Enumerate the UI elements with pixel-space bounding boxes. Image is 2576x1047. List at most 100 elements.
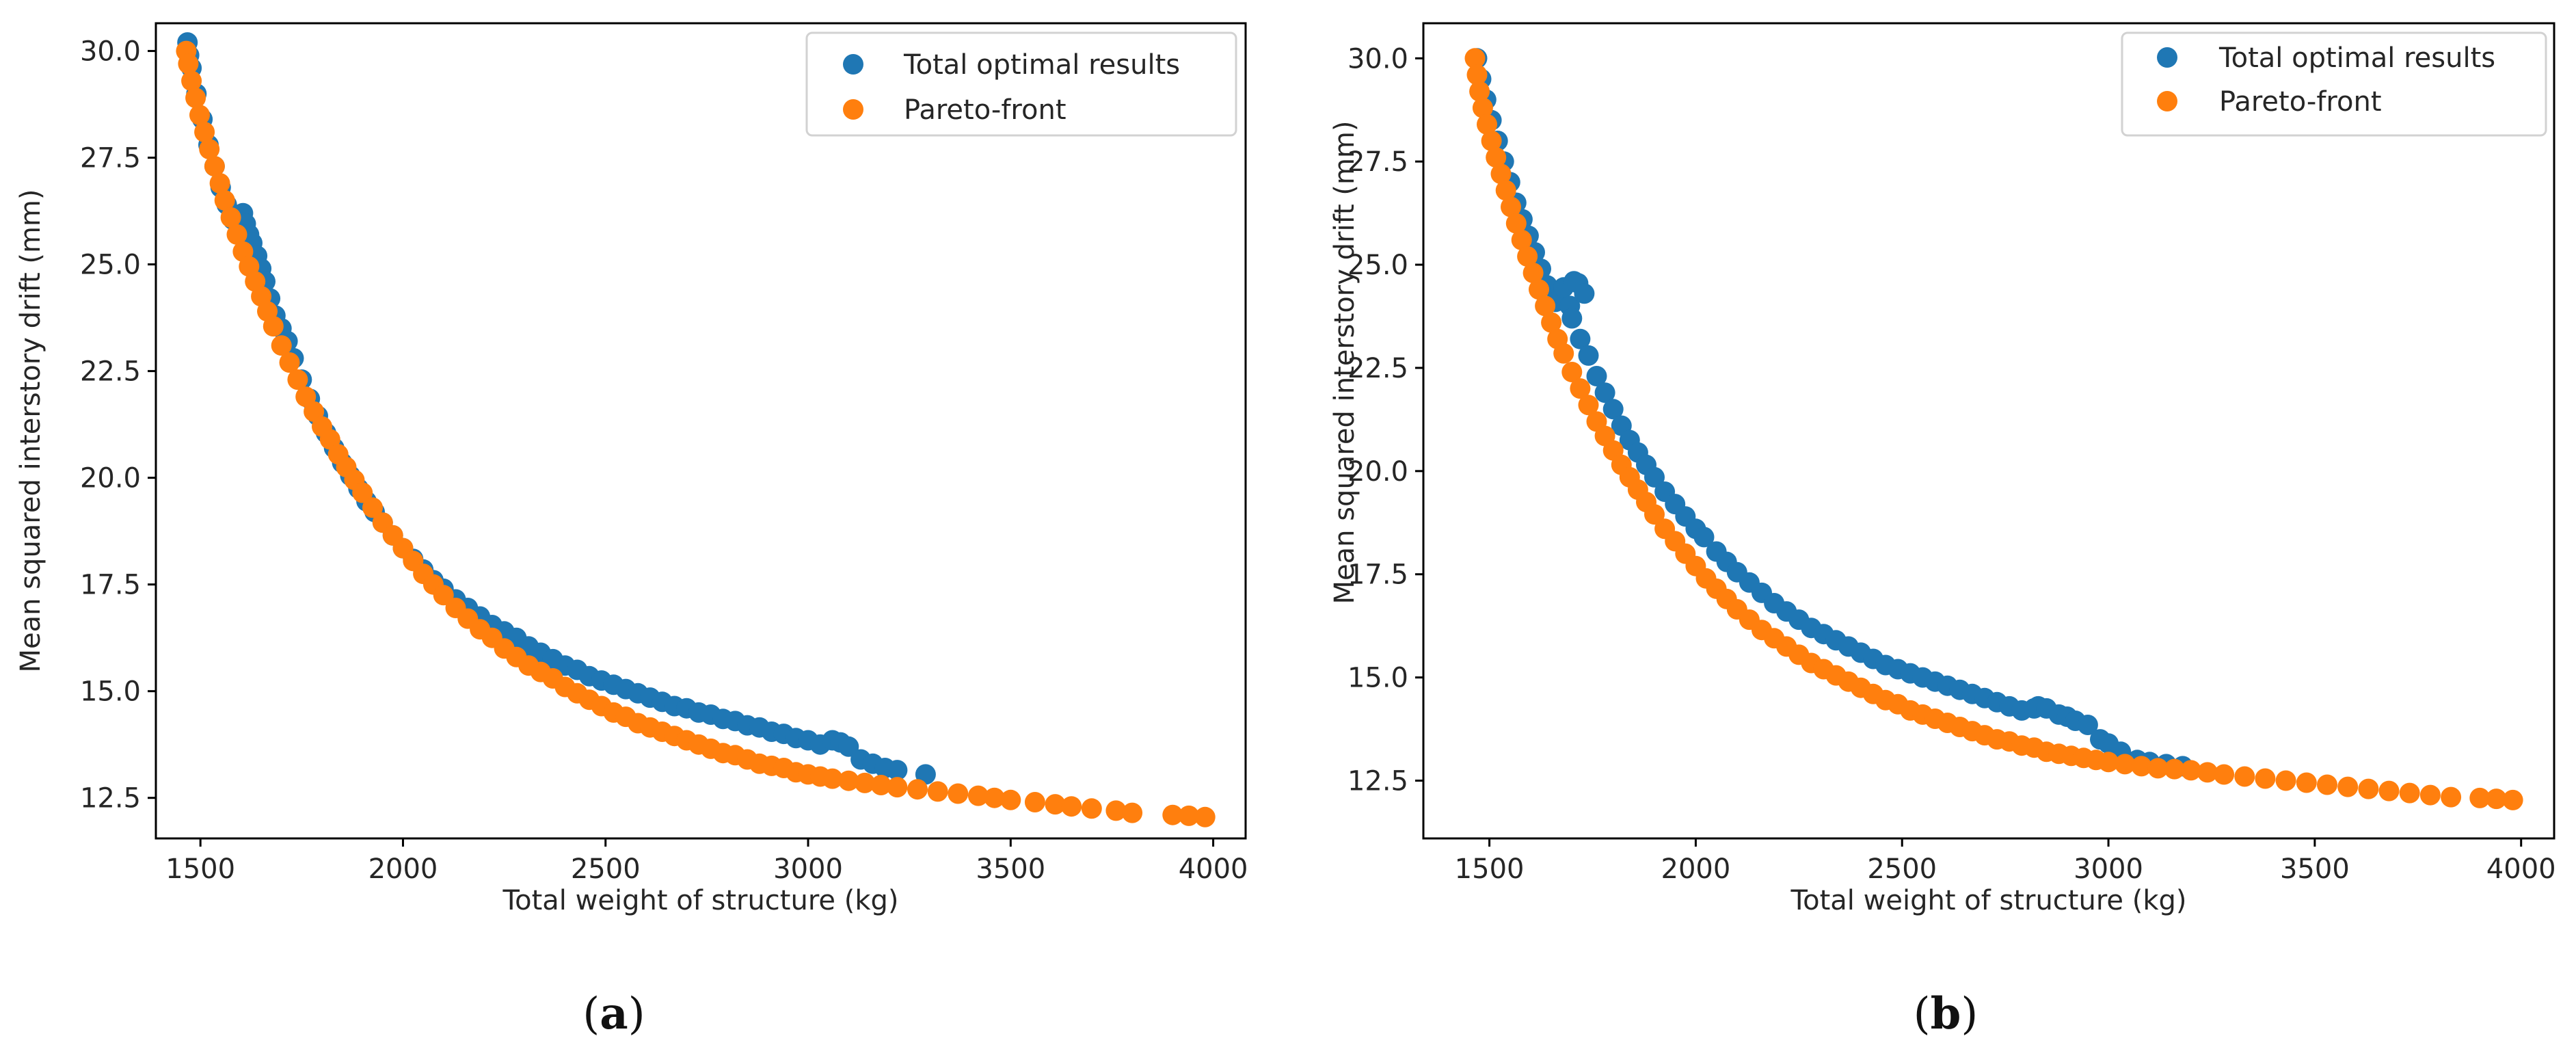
data-point-pareto-front bbox=[1490, 163, 1512, 185]
data-point-pareto-front bbox=[1535, 295, 1556, 317]
data-point-pareto-front bbox=[1477, 114, 1497, 135]
data-point-pareto-front bbox=[2115, 754, 2136, 775]
x-tick-label: 2000 bbox=[1661, 853, 1731, 885]
data-point-pareto-front bbox=[1541, 312, 1562, 333]
data-point-pareto-front bbox=[2399, 782, 2420, 804]
data-point-pareto-front bbox=[214, 190, 235, 211]
data-point-pareto-front bbox=[220, 207, 241, 228]
data-point-pareto-front bbox=[2197, 762, 2218, 783]
plot-area-frame bbox=[1422, 22, 2555, 840]
data-point-total-optimal-results bbox=[1570, 328, 1591, 349]
x-axis: 1500 2000 2500 3000 3500 4000 bbox=[165, 838, 1248, 885]
caption-close-paren: ) bbox=[1961, 989, 1978, 1039]
y-tick-label: 17.5 bbox=[80, 570, 141, 601]
data-point-pareto-front bbox=[1464, 48, 1486, 69]
data-point-pareto-front bbox=[2275, 770, 2296, 791]
data-point-pareto-front bbox=[2419, 784, 2441, 806]
data-point-pareto-front bbox=[2234, 766, 2255, 787]
y-axis-label: Mean squared interstory drift (mm) bbox=[15, 189, 46, 673]
legend-label-pareto-front: Pareto-front bbox=[2219, 86, 2382, 118]
legend: Total optimal results Pareto-front bbox=[805, 31, 1237, 137]
data-point-pareto-front bbox=[907, 779, 928, 800]
data-point-pareto-front bbox=[189, 105, 210, 126]
y-tick-label: 20.0 bbox=[80, 463, 141, 494]
x-tick-label: 2500 bbox=[571, 853, 641, 885]
data-point-pareto-front bbox=[2131, 756, 2152, 777]
caption-open-paren: ( bbox=[582, 989, 600, 1039]
data-point-pareto-front bbox=[948, 783, 969, 804]
y-tick-label: 30.0 bbox=[1347, 43, 1408, 75]
x-tick-label: 1500 bbox=[165, 853, 235, 885]
data-point-pareto-front bbox=[1000, 789, 1021, 810]
data-point-pareto-front bbox=[1466, 64, 1488, 85]
data-point-pareto-front bbox=[2255, 768, 2276, 789]
x-tick-label: 3500 bbox=[2280, 853, 2350, 885]
data-point-pareto-front bbox=[226, 224, 247, 245]
data-point-pareto-front bbox=[967, 785, 989, 806]
data-point-total-optimal-results bbox=[1561, 308, 1583, 329]
data-point-total-optimal-results bbox=[1586, 366, 1607, 386]
data-point-pareto-front bbox=[1517, 246, 1538, 267]
data-point-pareto-front bbox=[433, 585, 454, 606]
data-point-pareto-front bbox=[2164, 758, 2185, 780]
data-point-pareto-front bbox=[2147, 758, 2169, 779]
data-point-pareto-front bbox=[2098, 752, 2119, 773]
data-point-pareto-front bbox=[1081, 798, 1102, 819]
legend: Total optimal results Pareto-front bbox=[2121, 31, 2547, 137]
data-point-pareto-front bbox=[2296, 772, 2317, 793]
x-tick-label: 4000 bbox=[2486, 853, 2556, 885]
data-point-pareto-front bbox=[194, 122, 215, 143]
data-point-pareto-front bbox=[870, 775, 891, 795]
data-point-pareto-front bbox=[1495, 180, 1516, 201]
data-point-pareto-front bbox=[2441, 786, 2462, 808]
y-tick-label: 22.5 bbox=[1347, 353, 1408, 384]
y-tick-label: 30.0 bbox=[80, 36, 141, 68]
data-point-pareto-front bbox=[1644, 504, 1665, 525]
data-point-pareto-front bbox=[1522, 263, 1544, 284]
data-point-pareto-front bbox=[1061, 796, 1082, 817]
data-point-pareto-front bbox=[1578, 395, 1599, 416]
legend-marker-total-optimal bbox=[843, 54, 863, 75]
scatter-marks bbox=[1464, 48, 2523, 810]
data-point-pareto-front bbox=[984, 787, 1005, 808]
y-tick-label: 15.0 bbox=[80, 676, 141, 708]
legend-label-pareto-front: Pareto-front bbox=[904, 94, 1066, 126]
data-point-total-optimal-results bbox=[2077, 715, 2098, 735]
data-point-pareto-front bbox=[1486, 147, 1507, 168]
data-point-pareto-front bbox=[1511, 229, 1532, 250]
data-point-total-optimal-results bbox=[1644, 466, 1665, 488]
chart-panel-b: 1500 2000 2500 3000 3500 4000 12.5 15.0 17.5 20.… bbox=[1329, 22, 2556, 1039]
data-point-pareto-front bbox=[1194, 806, 1216, 827]
data-point-pareto-front bbox=[855, 772, 875, 793]
legend-label-total-optimal: Total optimal results bbox=[903, 49, 1180, 81]
legend-marker-pareto-front bbox=[843, 99, 863, 120]
data-point-pareto-front bbox=[927, 781, 948, 802]
y-tick-label: 25.0 bbox=[1347, 250, 1408, 281]
data-point-pareto-front bbox=[1481, 131, 1502, 151]
data-point-pareto-front bbox=[838, 770, 859, 791]
data-point-pareto-front bbox=[1505, 213, 1527, 234]
legend-marker-total-optimal bbox=[2157, 47, 2177, 68]
data-point-pareto-front bbox=[352, 482, 373, 503]
data-point-pareto-front bbox=[1570, 378, 1591, 399]
data-point-pareto-front bbox=[1024, 792, 1045, 812]
data-point-pareto-front bbox=[1553, 343, 1574, 364]
data-point-pareto-front bbox=[2502, 789, 2523, 810]
data-point-pareto-front bbox=[2469, 787, 2491, 808]
data-point-pareto-front bbox=[1045, 794, 1066, 815]
data-point-total-optimal-results bbox=[1574, 283, 1595, 304]
data-point-pareto-front bbox=[362, 497, 383, 518]
data-point-total-optimal-results bbox=[838, 736, 859, 757]
data-point-pareto-front bbox=[263, 316, 284, 337]
legend-frame bbox=[805, 31, 1237, 137]
data-point-pareto-front bbox=[1105, 800, 1127, 821]
x-tick-label: 2500 bbox=[1867, 853, 1937, 885]
y-tick-label: 20.0 bbox=[1347, 456, 1408, 488]
legend-label-total-optimal: Total optimal results bbox=[2218, 42, 2495, 74]
data-point-pareto-front bbox=[2337, 776, 2359, 797]
panel-caption-a: (a) bbox=[582, 988, 645, 1039]
data-point-pareto-front bbox=[887, 777, 908, 798]
y-tick-label: 25.0 bbox=[80, 250, 141, 281]
data-point-pareto-front bbox=[204, 156, 225, 177]
